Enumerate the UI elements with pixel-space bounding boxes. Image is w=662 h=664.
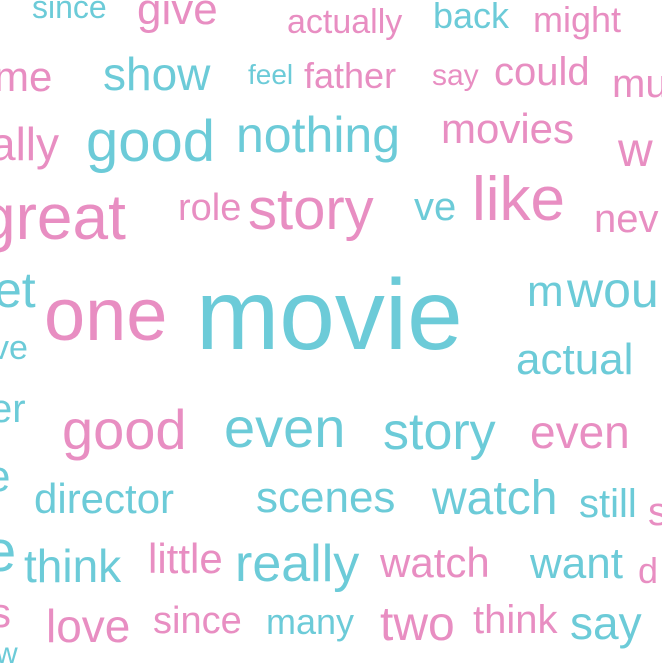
cloud-word: movies [441, 105, 575, 153]
cloud-word: think [473, 598, 558, 642]
cloud-word: mu [612, 62, 662, 106]
cloud-word: feel [248, 58, 294, 90]
cloud-word: m [527, 267, 564, 317]
cloud-word: actually [287, 3, 403, 42]
cloud-word: d [638, 549, 659, 591]
cloud-word: want [530, 539, 623, 589]
cloud-word: many [266, 600, 355, 642]
cloud-word: actual [516, 335, 634, 385]
cloud-word: ve [0, 329, 28, 368]
cloud-word: back [433, 0, 510, 36]
cloud-word: role [178, 186, 242, 229]
cloud-word: good [62, 397, 187, 461]
cloud-word: give [137, 0, 218, 35]
cloud-word: still [579, 482, 637, 526]
cloud-word: et [0, 262, 36, 318]
cloud-word: even [530, 405, 630, 458]
cloud-word: little [148, 535, 223, 583]
cloud-word: ally [0, 117, 60, 170]
cloud-word: s [0, 589, 11, 637]
cloud-word: father [304, 54, 397, 96]
cloud-word: scenes [256, 473, 396, 523]
cloud-word: say [570, 596, 642, 649]
cloud-word: since [32, 0, 107, 26]
cloud-word: er [0, 387, 26, 431]
cloud-word: might [533, 0, 622, 40]
cloud-word: watch [432, 471, 558, 525]
cloud-word: me [0, 53, 53, 101]
cloud-word: w [618, 123, 653, 177]
cloud-word: could [494, 50, 590, 94]
cloud-word: since [153, 599, 242, 642]
cloud-word: good [86, 108, 216, 174]
cloud-word: e [0, 518, 17, 584]
cloud-word: love [46, 599, 131, 652]
cloud-word: even [224, 395, 346, 459]
cloud-word: like [472, 165, 566, 235]
cloud-word: story [383, 403, 496, 462]
cloud-word: story [248, 176, 374, 242]
cloud-word: think [24, 539, 122, 592]
cloud-word: nev [594, 197, 659, 241]
cloud-word: really [235, 535, 360, 594]
cloud-word: e [0, 455, 10, 499]
cloud-word: wou [567, 262, 659, 318]
cloud-word: say [432, 59, 479, 92]
cloud-word: movie [196, 259, 463, 371]
cloud-word: s [648, 490, 662, 534]
cloud-word: great [0, 181, 126, 254]
cloud-word: watch [380, 539, 490, 587]
cloud-word: nothing [236, 107, 401, 163]
cloud-word: ve [414, 185, 457, 229]
cloud-word: show [103, 47, 211, 100]
cloud-word: w [0, 637, 18, 664]
cloud-word: director [34, 475, 175, 523]
cloud-word: one [44, 273, 168, 357]
cloud-word: two [380, 597, 455, 651]
